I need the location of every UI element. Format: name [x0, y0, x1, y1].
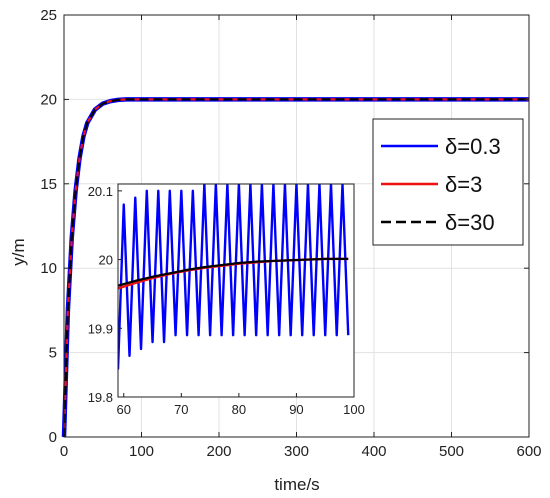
series-line: [118, 184, 350, 370]
y-tick-label: 15: [40, 176, 57, 193]
inset-frame: [117, 183, 355, 398]
inset-chart: 60 70 80 90 100 19.8 19.9 20 20.1: [88, 183, 365, 417]
x-tick-label: 200: [206, 443, 231, 460]
inset-x-tick-label: 90: [289, 402, 303, 417]
y-axis-label: y/m: [9, 238, 28, 265]
x-axis-label: time/s: [274, 475, 319, 494]
inset-y-tick-label: 19.8: [88, 390, 113, 405]
x-tick-label: 100: [129, 443, 154, 460]
series-line: [62, 98, 529, 438]
y-tick-label: 25: [40, 7, 57, 24]
y-tick-label: 20: [40, 91, 57, 108]
x-tick-label: 500: [439, 443, 464, 460]
legend-label: δ=0.3: [445, 134, 501, 159]
x-tick-label: 600: [516, 443, 541, 460]
inset-series-group: [118, 184, 350, 370]
inset-y-tick-label: 20.1: [88, 184, 113, 199]
legend-box: [372, 118, 524, 246]
inset-x-tick-label: 100: [343, 402, 365, 417]
y-tick-label: 5: [49, 345, 57, 362]
inset-y-tick-label: 20: [99, 253, 113, 268]
legend-label: δ=3: [445, 172, 482, 197]
inset-x-tick-label: 60: [117, 402, 131, 417]
inset-y-tick-label: 19.9: [88, 321, 113, 336]
series-line: [118, 257, 349, 287]
legend-label: δ=30: [445, 210, 495, 235]
x-tick-label: 400: [361, 443, 386, 460]
legend: δ=0.3 δ=3 δ=30: [372, 118, 524, 246]
y-tick-label: 10: [40, 260, 57, 277]
y-tick-label: 0: [49, 429, 57, 446]
x-tick-label: 300: [284, 443, 309, 460]
x-tick-label: 0: [60, 443, 68, 460]
inset-x-tick-label: 70: [174, 402, 188, 417]
inset-x-tick-label: 80: [232, 402, 246, 417]
